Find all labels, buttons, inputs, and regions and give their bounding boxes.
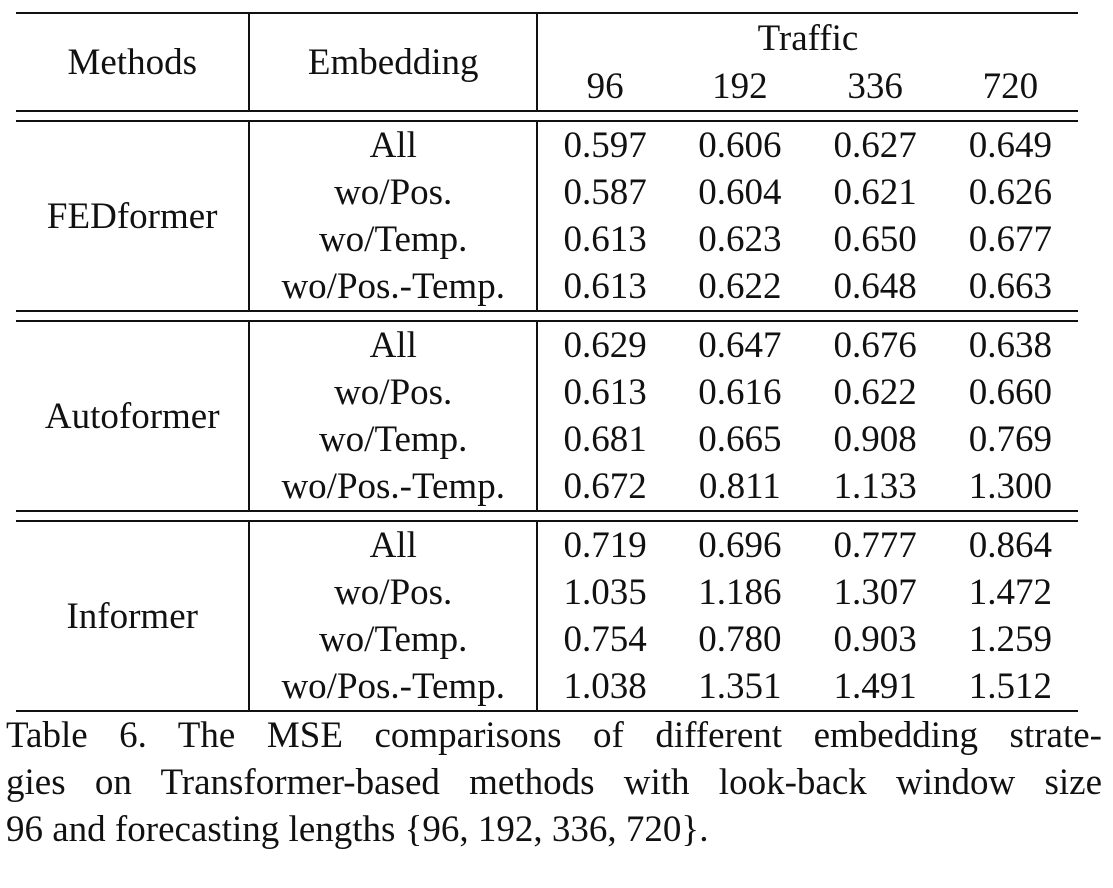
table-row: wo/Pos.-Temp. 0.613 0.622 0.648 0.663 bbox=[16, 263, 1078, 311]
header-horizon: 720 bbox=[982, 65, 1039, 107]
mse-value: 0.613 bbox=[563, 266, 647, 307]
mse-value: 0.660 bbox=[968, 372, 1052, 413]
embedding-name: wo/Pos.-Temp. bbox=[249, 463, 538, 511]
mse-value: 0.665 bbox=[698, 419, 782, 460]
mse-value: 0.811 bbox=[698, 466, 781, 507]
table-row: wo/Pos. 0.613 0.616 0.622 0.660 bbox=[16, 369, 1078, 416]
mse-value: 0.677 bbox=[968, 219, 1052, 260]
mse-value: 0.622 bbox=[833, 372, 917, 413]
mse-value: 0.638 bbox=[968, 325, 1052, 366]
table-row: Informer All 0.719 0.696 0.777 0.864 bbox=[16, 521, 1078, 711]
mse-value: 1.038 bbox=[563, 666, 647, 707]
method-name: FEDformer bbox=[16, 121, 251, 311]
mse-value: 1.512 bbox=[968, 666, 1052, 707]
mse-value: 1.186 bbox=[698, 572, 782, 613]
mse-value: 0.627 bbox=[833, 125, 917, 166]
mse-value: 0.648 bbox=[833, 266, 917, 307]
mse-value: 0.626 bbox=[968, 172, 1052, 213]
mse-value: 0.604 bbox=[698, 172, 782, 213]
embedding-name: wo/Pos. bbox=[249, 569, 538, 616]
mse-value: 1.472 bbox=[968, 572, 1052, 613]
table-row: wo/Temp. 0.754 0.780 0.903 1.259 bbox=[16, 616, 1078, 663]
group-separator bbox=[16, 510, 1078, 522]
method-name: Informer bbox=[16, 521, 251, 711]
mse-value: 0.606 bbox=[698, 125, 782, 166]
mse-value: 0.629 bbox=[563, 325, 647, 366]
mse-value: 0.676 bbox=[833, 325, 917, 366]
table-row: wo/Pos. 0.587 0.604 0.621 0.626 bbox=[16, 169, 1078, 216]
mse-value: 0.663 bbox=[968, 266, 1052, 307]
table-row: wo/Temp. 0.613 0.623 0.650 0.677 bbox=[16, 216, 1078, 263]
mse-value: 1.300 bbox=[968, 466, 1052, 507]
mse-value: 0.647 bbox=[698, 325, 782, 366]
mse-value: 0.623 bbox=[698, 219, 782, 260]
mse-value: 1.351 bbox=[698, 666, 782, 707]
mse-value: 1.035 bbox=[563, 572, 647, 613]
mse-value: 0.597 bbox=[563, 125, 647, 166]
caption-line: Table 6. The MSE comparisons of differen… bbox=[6, 715, 1102, 756]
header-horizon: 192 bbox=[712, 65, 768, 107]
group-separator bbox=[16, 110, 1078, 122]
embedding-name: wo/Pos.-Temp. bbox=[249, 663, 538, 711]
embedding-name: wo/Temp. bbox=[249, 616, 538, 663]
embedding-name: wo/Temp. bbox=[249, 416, 538, 463]
header-methods: Methods bbox=[16, 13, 251, 111]
mse-value: 0.864 bbox=[968, 525, 1052, 566]
embedding-name: wo/Pos. bbox=[249, 169, 538, 216]
mse-value: 0.719 bbox=[563, 525, 647, 566]
embedding-name: All bbox=[249, 121, 538, 169]
mse-value: 0.616 bbox=[698, 372, 782, 413]
embedding-name: All bbox=[249, 321, 538, 369]
header-horizon: 336 bbox=[847, 65, 903, 107]
mse-value: 0.649 bbox=[968, 125, 1052, 166]
table-caption: Table 6. The MSE comparisons of differen… bbox=[6, 712, 1102, 853]
caption-line: gies on Transformer-based methods with l… bbox=[6, 762, 1102, 803]
mse-value: 0.780 bbox=[698, 619, 782, 660]
table-row: wo/Pos. 1.035 1.186 1.307 1.472 bbox=[16, 569, 1078, 616]
embedding-name: wo/Pos. bbox=[249, 369, 538, 416]
embedding-name: All bbox=[249, 521, 538, 569]
mse-value: 1.307 bbox=[833, 572, 917, 613]
mse-value: 0.613 bbox=[563, 372, 647, 413]
header-embedding: Embedding bbox=[249, 13, 538, 111]
method-name: Autoformer bbox=[16, 321, 251, 511]
mse-value: 0.613 bbox=[563, 219, 647, 260]
mse-value: 0.621 bbox=[833, 172, 917, 213]
embedding-name: wo/Temp. bbox=[249, 216, 538, 263]
table-body: FEDformer All 0.597 0.606 0.627 0.649 wo/Pos. 0… bbox=[16, 110, 1078, 711]
header-horizon: 96 bbox=[586, 65, 624, 107]
results-table: Methods Embedding Traffic 96 192 336 720… bbox=[16, 12, 1078, 712]
table-row: wo/Pos.-Temp. 0.672 0.811 1.133 1.300 bbox=[16, 463, 1078, 511]
embedding-name: wo/Pos.-Temp. bbox=[249, 263, 538, 311]
table-row: FEDformer All 0.597 0.606 0.627 0.649 bbox=[16, 121, 1078, 311]
mse-value: 0.903 bbox=[833, 619, 917, 660]
table-row: wo/Temp. 0.681 0.665 0.908 0.769 bbox=[16, 416, 1078, 463]
table-row: wo/Pos.-Temp. 1.038 1.351 1.491 1.512 bbox=[16, 663, 1078, 711]
mse-value: 0.769 bbox=[968, 419, 1052, 460]
mse-value: 0.908 bbox=[833, 419, 917, 460]
mse-value: 0.650 bbox=[833, 219, 917, 260]
mse-value: 1.133 bbox=[833, 466, 917, 507]
table-row: Autoformer All 0.629 0.647 0.676 0.638 bbox=[16, 321, 1078, 511]
group-separator bbox=[16, 310, 1078, 322]
header-dataset: Traffic bbox=[757, 17, 859, 59]
mse-value: 0.696 bbox=[698, 525, 782, 566]
mse-value: 1.491 bbox=[833, 666, 917, 707]
mse-value: 0.672 bbox=[563, 466, 647, 507]
mse-value: 1.259 bbox=[968, 619, 1052, 660]
mse-value: 0.754 bbox=[563, 619, 647, 660]
mse-value: 0.587 bbox=[563, 172, 647, 213]
mse-value: 0.622 bbox=[698, 266, 782, 307]
mse-value: 0.777 bbox=[833, 525, 917, 566]
caption-line: 96 and forecasting lengths {96, 192, 336… bbox=[6, 809, 709, 850]
mse-value: 0.681 bbox=[563, 419, 647, 460]
